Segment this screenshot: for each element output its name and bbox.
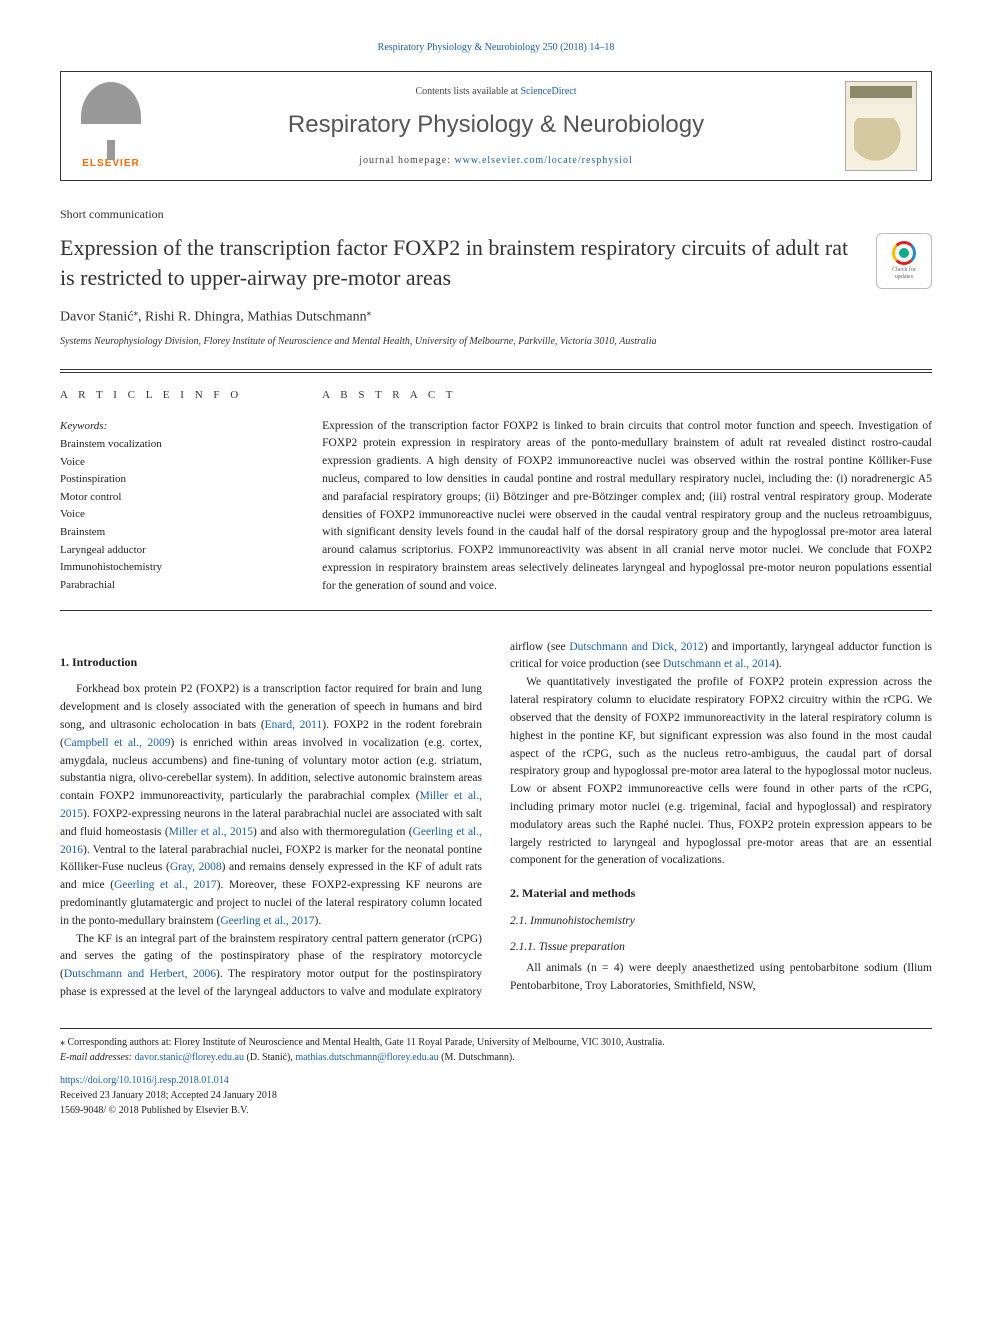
homepage-line: journal homepage: www.elsevier.com/locat… (169, 153, 823, 168)
author-email-link[interactable]: davor.stanic@florey.edu.au (135, 1052, 244, 1063)
journal-cover-block (831, 72, 931, 180)
doi-link[interactable]: https://doi.org/10.1016/j.resp.2018.01.0… (60, 1075, 229, 1086)
keyword-item: Immunohistochemistry (60, 559, 286, 577)
crossmark-icon (892, 241, 916, 265)
ref-link[interactable]: Dutschmann et al., 2014 (663, 658, 775, 670)
abstract-text: Expression of the transcription factor F… (322, 418, 932, 596)
body-two-column: 1. Introduction Forkhead box protein P2 … (60, 639, 932, 1002)
crossmark-badge[interactable]: Check forupdates (876, 233, 932, 289)
masthead-center: Contents lists available at ScienceDirec… (161, 72, 831, 180)
ref-link[interactable]: Miller et al., 2015 (169, 826, 253, 838)
sciencedirect-link[interactable]: ScienceDirect (520, 86, 576, 97)
keyword-item: Voice (60, 454, 286, 472)
email-line: E-mail addresses: davor.stanic@florey.ed… (60, 1050, 932, 1065)
ref-link[interactable]: Dutschmann and Dick, 2012 (569, 641, 703, 653)
running-header-link[interactable]: Respiratory Physiology & Neurobiology 25… (378, 42, 615, 53)
keywords-label: Keywords: (60, 418, 286, 435)
section-2-1-heading: 2.1. Immunohistochemistry (510, 913, 932, 931)
article-title: Expression of the transcription factor F… (60, 233, 864, 292)
elsevier-tree-icon (81, 82, 141, 152)
issn-line: 1569-9048/ © 2018 Published by Elsevier … (60, 1105, 249, 1116)
ref-link[interactable]: Enard, 2011 (265, 719, 323, 731)
ref-link[interactable]: Geerling et al., 2017 (220, 915, 314, 927)
publisher-logo-block: ELSEVIER (61, 72, 161, 180)
keyword-item: Laryngeal adductor (60, 542, 286, 560)
abstract-heading: A B S T R A C T (322, 387, 932, 404)
affiliation: Systems Neurophysiology Division, Florey… (60, 334, 932, 349)
keyword-item: Postinspiration (60, 471, 286, 489)
article-info-column: A R T I C L E I N F O Keywords: Brainste… (60, 372, 304, 610)
doi-block: https://doi.org/10.1016/j.resp.2018.01.0… (60, 1073, 932, 1118)
author-email-link[interactable]: mathias.dutschmann@florey.edu.au (295, 1052, 438, 1063)
received-line: Received 23 January 2018; Accepted 24 Ja… (60, 1090, 277, 1101)
footnotes: ⁎ Corresponding authors at: Florey Insti… (60, 1028, 932, 1065)
contents-line: Contents lists available at ScienceDirec… (169, 84, 823, 99)
crossmark-label: Check forupdates (892, 267, 916, 280)
methods-para-1: All animals (n = 4) were deeply anaesthe… (510, 960, 932, 996)
keywords-list: Brainstem vocalizationVoicePostinspirati… (60, 436, 286, 594)
abstract-column: A B S T R A C T Expression of the transc… (304, 372, 932, 610)
journal-homepage-link[interactable]: www.elsevier.com/locate/resphysiol (454, 155, 632, 166)
section-2-heading: 2. Material and methods (510, 884, 932, 903)
journal-cover-thumbnail (845, 81, 917, 171)
ref-link[interactable]: Gray, 2008 (170, 861, 222, 873)
keyword-item: Parabrachial (60, 577, 286, 595)
ref-link[interactable]: Dutschmann and Herbert, 2006 (64, 968, 216, 980)
masthead: ELSEVIER Contents lists available at Sci… (60, 71, 932, 181)
ref-link[interactable]: Campbell et al., 2009 (64, 737, 171, 749)
author-list: Davor Stanić⁎, Rishi R. Dhingra, Mathias… (60, 306, 932, 328)
keyword-item: Motor control (60, 489, 286, 507)
keyword-item: Brainstem vocalization (60, 436, 286, 454)
ref-link[interactable]: Geerling et al., 2017 (114, 879, 217, 891)
corresponding-author-note: ⁎ Corresponding authors at: Florey Insti… (60, 1035, 932, 1050)
section-2-1-1-heading: 2.1.1. Tissue preparation (510, 939, 932, 957)
keyword-item: Voice (60, 506, 286, 524)
section-1-heading: 1. Introduction (60, 653, 482, 672)
running-header: Respiratory Physiology & Neurobiology 25… (60, 40, 932, 55)
keyword-item: Brainstem (60, 524, 286, 542)
intro-para-1: Forkhead box protein P2 (FOXP2) is a tra… (60, 681, 482, 930)
article-type: Short communication (60, 205, 932, 223)
journal-name: Respiratory Physiology & Neurobiology (169, 107, 823, 143)
intro-para-3: We quantitatively investigated the profi… (510, 674, 932, 870)
article-info-heading: A R T I C L E I N F O (60, 387, 286, 404)
